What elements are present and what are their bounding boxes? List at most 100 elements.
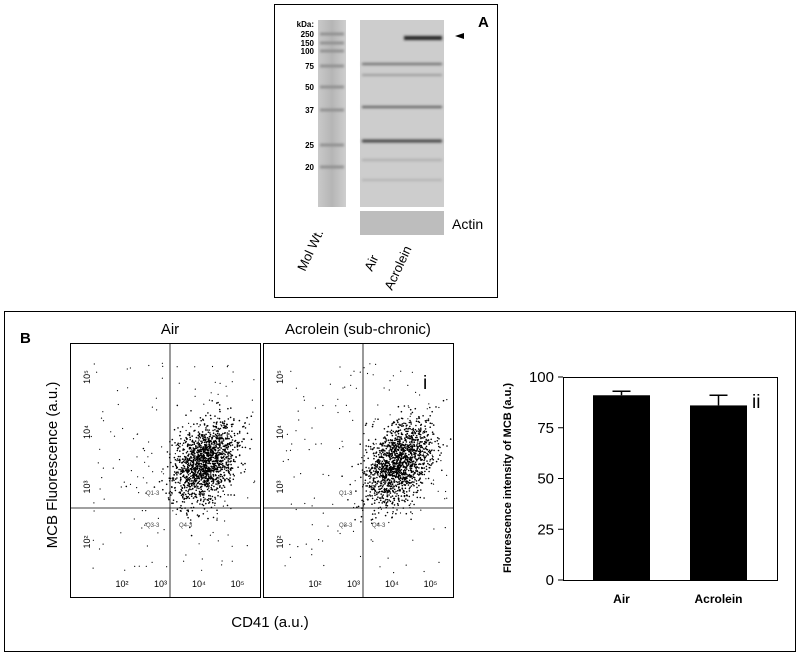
event-dot [171,502,173,505]
event-dot [393,472,395,475]
event-dot [221,451,224,453]
event-dot [386,511,389,514]
event-dot [392,477,395,480]
event-dot [203,451,205,453]
event-dot [215,488,218,491]
event-dot [401,423,404,425]
event-dot [241,446,244,449]
event-dot [410,451,412,454]
event-dot [205,502,207,505]
event-dot [420,444,423,447]
event-dot [379,451,381,454]
event-dot [413,452,416,455]
event-dot [432,479,435,481]
event-dot [399,446,402,448]
event-cloud [90,362,267,571]
event-dot [191,488,194,490]
event-dot [199,493,202,495]
event-dot [437,443,440,445]
event-dot [194,457,196,460]
event-dot [207,467,210,470]
event-dot [205,437,207,439]
event-dot [382,471,384,473]
event-dot [229,460,231,463]
event-dot [227,478,230,481]
event-dot [185,468,188,470]
event-dot [249,447,251,450]
event-dot [176,449,179,452]
event-dot [180,504,182,507]
event-dot [405,430,407,433]
event-dot [229,453,232,455]
event-dot [228,430,230,432]
event-dot [202,437,204,440]
event-dot [396,436,399,438]
event-dot [218,443,221,445]
event-dot [416,458,419,461]
event-dot [384,450,386,452]
event-dot [127,387,129,389]
event-dot [398,463,401,466]
event-dot [217,471,220,473]
event-dot [351,465,353,468]
event-dot [223,422,226,425]
event-dot [401,453,404,456]
event-dot [377,512,380,514]
event-dot [425,468,428,471]
event-dot [410,511,412,513]
event-dot [424,428,427,430]
event-dot [198,435,201,438]
event-dot [415,391,417,393]
event-dot [113,435,116,437]
event-dot [354,503,356,505]
event-dot [404,466,407,469]
event-dot [210,417,212,420]
event-dot [398,423,400,426]
event-dot [183,455,186,458]
event-dot [224,479,226,482]
event-dot [416,449,418,452]
event-dot [186,486,188,489]
event-dot [190,482,192,485]
event-dot [406,473,408,476]
event-dot [232,473,235,476]
event-dot [227,471,230,474]
event-dot [231,454,234,457]
event-dot [208,454,210,456]
event-dot [328,474,330,477]
event-dot [407,430,409,433]
event-dot [188,483,191,486]
event-dot [425,438,428,441]
event-dot [411,440,413,442]
event-dot [214,457,216,460]
event-dot [217,417,219,419]
event-dot [236,444,239,446]
event-dot [224,445,226,447]
event-dot [439,446,441,449]
event-dot [191,509,194,512]
event-dot [395,463,398,465]
event-dot [209,473,212,475]
event-dot [192,449,194,452]
event-dot [363,433,365,435]
event-dot [397,489,399,492]
event-dot [418,429,421,432]
event-dot [368,486,371,488]
event-dot [391,444,393,446]
event-dot [376,472,379,475]
event-dot [382,451,384,454]
event-dot [220,468,223,470]
event-dot [209,447,212,449]
event-dot [408,406,410,408]
event-dot [418,484,420,487]
event-dot [226,426,228,429]
event-dot [188,422,190,424]
event-dot [188,459,191,461]
event-dot [142,447,145,450]
event-dot [217,427,219,430]
event-dot [295,508,297,511]
event-dot [446,399,448,401]
event-dot [246,432,249,435]
event-dot [371,513,374,515]
